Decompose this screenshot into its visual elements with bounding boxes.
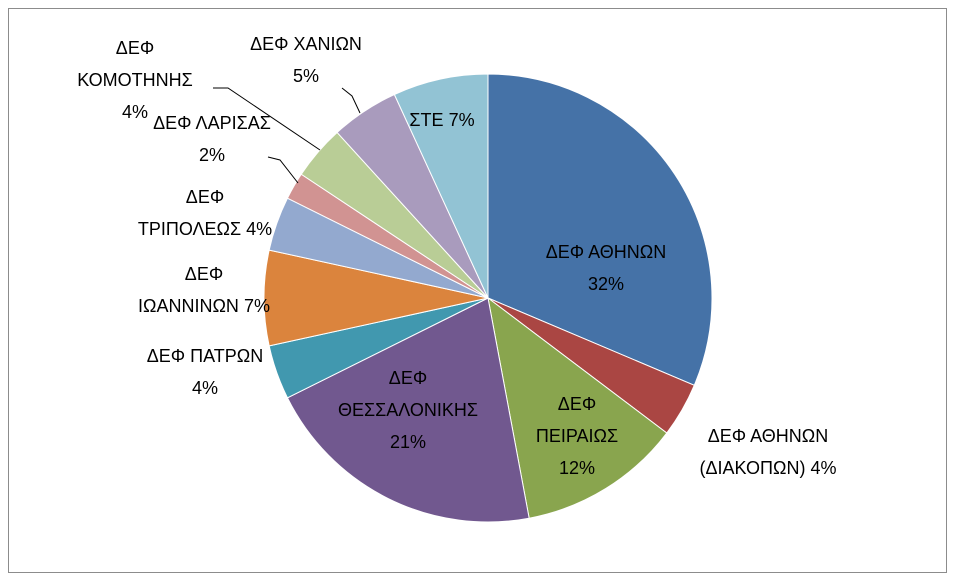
data-label: ΔΕΦ ΠΕΙΡΑΙΩΣ 12% bbox=[532, 388, 622, 484]
value-label: 21% bbox=[389, 432, 427, 452]
data-label: ΔΕΦ ΚΟΜΟΤΗΝΗΣ 4% bbox=[75, 32, 195, 128]
category-name: ΔΕΦ ΧΑΝΙΩΝ bbox=[250, 34, 362, 54]
data-label: ΔΕΦ ΧΑΝΙΩΝ 5% bbox=[236, 28, 376, 92]
category-name: ΔΕΦ ΑΘΗΝΩΝ (ΔΙΑΚΟΠΩΝ) bbox=[699, 426, 829, 478]
category-name: ΔΕΦ ΙΩΑΝΝΙΝΩΝ bbox=[138, 264, 239, 316]
category-name: ΔΕΦ ΠΑΤΡΩΝ bbox=[146, 346, 264, 366]
category-name: ΔΕΦ ΘΕΣΣΑΛΟΝΙΚΗΣ bbox=[337, 368, 479, 420]
value-label: 12% bbox=[558, 458, 596, 478]
value-label: 4% bbox=[246, 219, 273, 239]
value-label: 4% bbox=[121, 102, 148, 122]
data-label: ΔΕΦ ΑΘΗΝΩΝ (ΔΙΑΚΟΠΩΝ) 4% bbox=[678, 420, 858, 484]
value-label: 32% bbox=[587, 274, 625, 294]
value-label: 2% bbox=[198, 145, 225, 165]
leader-line bbox=[213, 87, 321, 151]
data-label: ΔΕΦ ΛΑΡΙΣΑΣ 2% bbox=[152, 107, 272, 171]
category-name: ΔΕΦ ΚΟΜΟΤΗΝΗΣ bbox=[77, 38, 193, 90]
category-name: ΔΕΦ ΤΡΙΠΟΛΕΩΣ bbox=[137, 187, 242, 239]
category-name: ΔΕΦ ΑΘΗΝΩΝ bbox=[545, 242, 667, 262]
data-label: ΔΕΦ ΑΘΗΝΩΝ 32% bbox=[531, 236, 681, 300]
pie-slice bbox=[487, 73, 713, 386]
category-name: ΔΕΦ ΛΑΡΙΣΑΣ bbox=[153, 113, 271, 133]
category-name: ΔΕΦ ΠΕΙΡΑΙΩΣ bbox=[535, 394, 619, 446]
value-label: 7% bbox=[243, 296, 270, 316]
value-label: 7% bbox=[448, 110, 475, 130]
data-label: ΔΕΦ ΘΕΣΣΑΛΟΝΙΚΗΣ 21% bbox=[328, 362, 488, 458]
value-label: 4% bbox=[810, 458, 837, 478]
data-label: ΣΤΕ 7% bbox=[392, 104, 492, 136]
pie-slice bbox=[487, 296, 668, 519]
data-label: ΔΕΦ ΤΡΙΠΟΛΕΩΣ 4% bbox=[135, 181, 275, 245]
data-label: ΔΕΦ ΠΑΤΡΩΝ 4% bbox=[145, 340, 265, 404]
value-label: 4% bbox=[191, 378, 218, 398]
value-label: 5% bbox=[292, 66, 319, 86]
pie-slice bbox=[286, 297, 530, 523]
data-label: ΔΕΦ ΙΩΑΝΝΙΝΩΝ 7% bbox=[134, 258, 274, 322]
leader-line bbox=[267, 156, 299, 184]
leader-line bbox=[341, 87, 361, 114]
category-name: ΣΤΕ bbox=[409, 110, 444, 130]
pie-slice bbox=[393, 73, 489, 299]
